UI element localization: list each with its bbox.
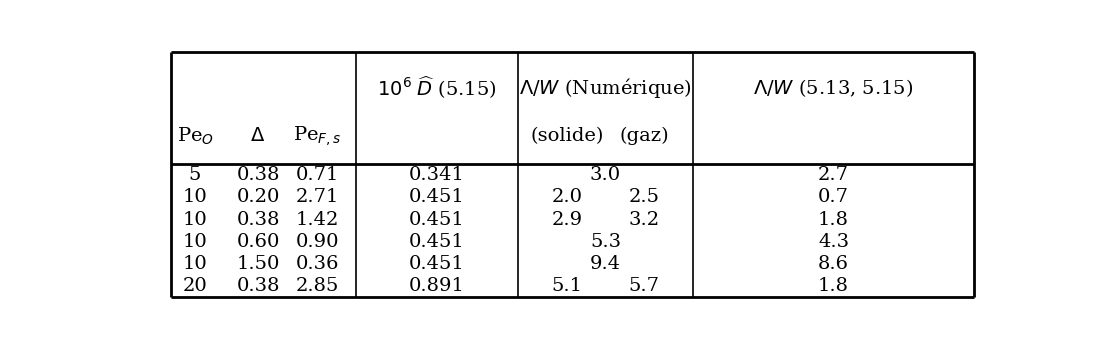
Text: 0.38: 0.38 [237, 211, 279, 229]
Text: 0.341: 0.341 [409, 166, 465, 184]
Text: 5: 5 [189, 166, 202, 184]
Text: 2.71: 2.71 [296, 188, 339, 206]
Text: 5.3: 5.3 [590, 233, 621, 251]
Text: 10: 10 [183, 188, 207, 206]
Text: 3.2: 3.2 [629, 211, 660, 229]
Text: 2.7: 2.7 [818, 166, 849, 184]
Text: 0.451: 0.451 [409, 255, 465, 273]
Text: Pe$_O$: Pe$_O$ [176, 126, 214, 147]
Text: (gaz): (gaz) [619, 127, 669, 145]
Text: 10: 10 [183, 211, 207, 229]
Text: 2.9: 2.9 [551, 211, 582, 229]
Text: 2.0: 2.0 [551, 188, 582, 206]
Text: 10: 10 [183, 233, 207, 251]
Text: (solide): (solide) [530, 127, 604, 145]
Text: 20: 20 [183, 277, 207, 295]
Text: 1.50: 1.50 [237, 255, 279, 273]
Text: 0.38: 0.38 [237, 166, 279, 184]
Text: 0.451: 0.451 [409, 233, 465, 251]
Text: 0.891: 0.891 [409, 277, 465, 295]
Text: 0.451: 0.451 [409, 188, 465, 206]
Text: 0.90: 0.90 [296, 233, 339, 251]
Text: 5.7: 5.7 [629, 277, 660, 295]
Text: 1.8: 1.8 [818, 211, 849, 229]
Text: 8.6: 8.6 [818, 255, 849, 273]
Text: 1.42: 1.42 [296, 211, 339, 229]
Text: 2.85: 2.85 [296, 277, 339, 295]
Text: 5.1: 5.1 [551, 277, 582, 295]
Text: 2.5: 2.5 [629, 188, 660, 206]
Text: $\Delta$: $\Delta$ [250, 127, 265, 145]
Text: 0.60: 0.60 [237, 233, 279, 251]
Text: 10: 10 [183, 255, 207, 273]
Text: 0.7: 0.7 [818, 188, 849, 206]
Text: 0.38: 0.38 [237, 277, 279, 295]
Text: 9.4: 9.4 [590, 255, 621, 273]
Text: 0.71: 0.71 [296, 166, 339, 184]
Text: $\Lambda/W$ (Numérique): $\Lambda/W$ (Numérique) [520, 76, 692, 100]
Text: Pe$_{F,s}$: Pe$_{F,s}$ [293, 124, 342, 148]
Text: 0.451: 0.451 [409, 211, 465, 229]
Text: 0.20: 0.20 [237, 188, 279, 206]
Text: 3.0: 3.0 [590, 166, 621, 184]
Text: 4.3: 4.3 [818, 233, 849, 251]
Text: $\Lambda/W$ (5.13, 5.15): $\Lambda/W$ (5.13, 5.15) [753, 77, 914, 99]
Text: 0.36: 0.36 [296, 255, 339, 273]
Text: $10^6\;\widehat{D}$ (5.15): $10^6\;\widehat{D}$ (5.15) [377, 75, 496, 101]
Text: 1.8: 1.8 [818, 277, 849, 295]
